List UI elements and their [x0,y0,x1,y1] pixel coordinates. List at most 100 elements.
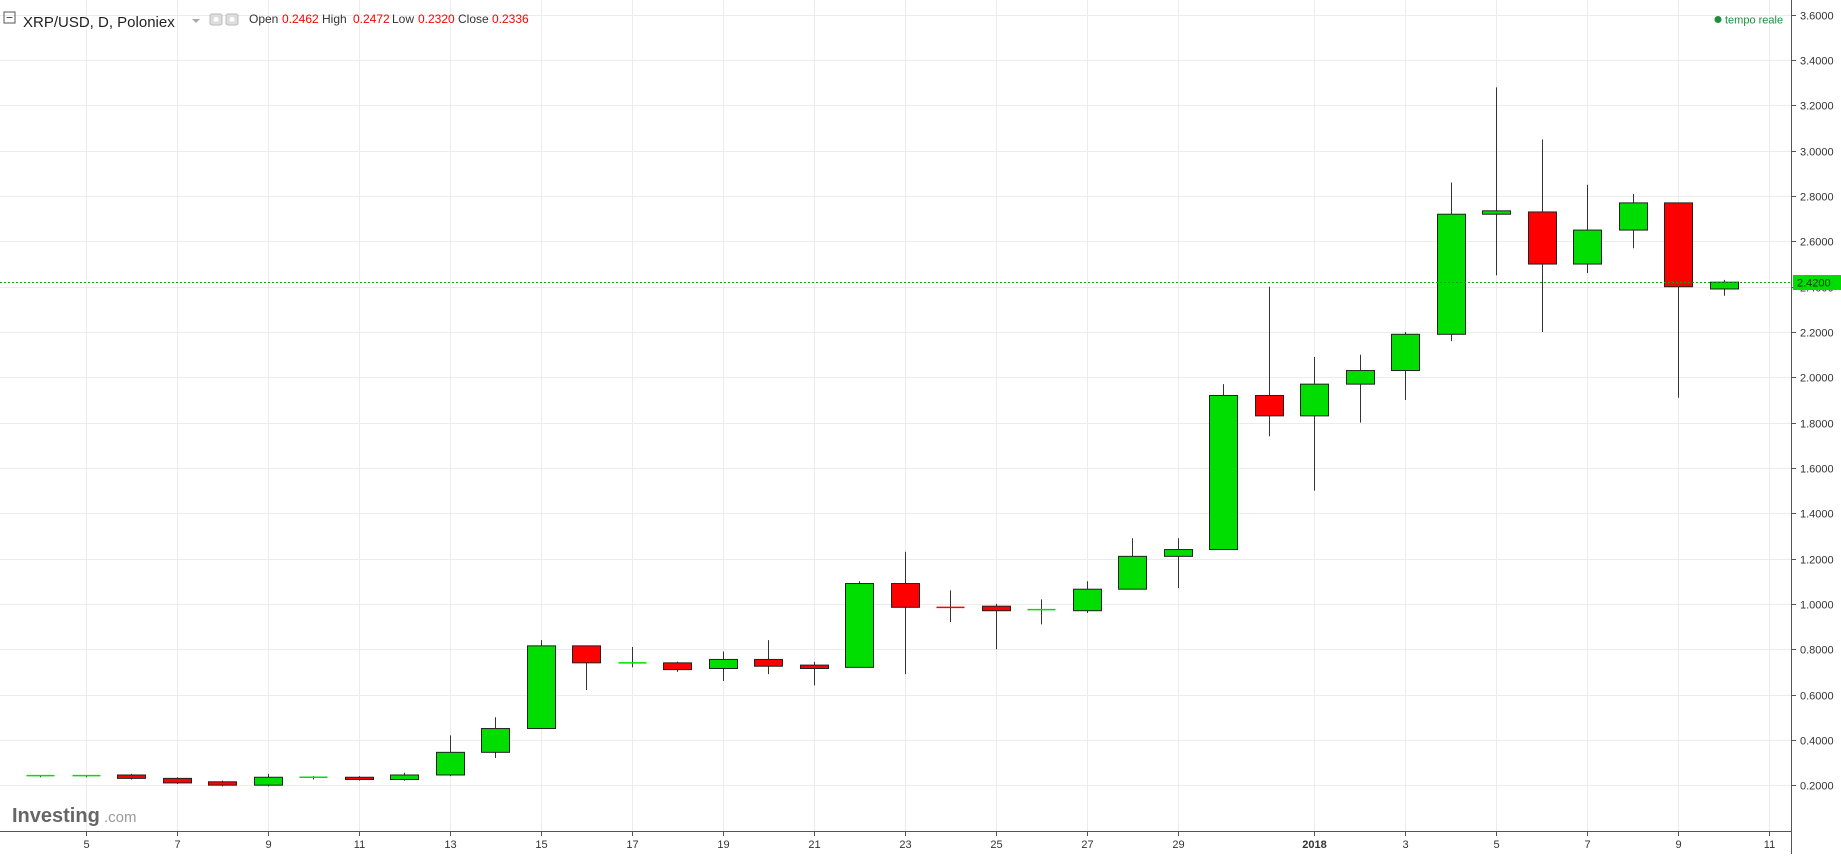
candle[interactable] [1255,286,1284,437]
candle-body [1710,281,1739,290]
close-value: 0.2336 [492,12,529,26]
collapse-icon[interactable] [3,11,16,24]
candle-body [1209,394,1238,551]
candle[interactable] [1391,332,1420,401]
candle[interactable] [299,776,328,780]
candle[interactable] [254,773,283,787]
candle-body [117,774,146,779]
candle[interactable] [1664,202,1693,398]
candle-body [481,728,510,753]
candle[interactable] [1437,182,1466,342]
x-tick-label: 17 [626,839,638,851]
candle-body [345,776,374,781]
x-tick-label: 11 [354,839,365,851]
candle-body [709,658,738,669]
candle[interactable] [936,590,965,623]
candle-body [663,662,692,671]
low-value: 0.2320 [418,12,455,26]
price-marker: 2.4200 [1793,275,1841,290]
candle[interactable] [390,772,419,781]
candle[interactable] [1118,538,1147,590]
candle[interactable] [163,777,192,785]
candle[interactable] [1300,356,1329,491]
candle-body [1073,588,1102,612]
candle[interactable] [1482,87,1511,276]
x-tick-label: 7 [174,839,180,851]
candle[interactable] [618,646,647,668]
candle-body [1619,202,1648,231]
candle[interactable] [345,776,374,781]
candle[interactable] [1528,139,1557,333]
candle[interactable] [208,780,237,787]
x-tick-label: 15 [535,839,547,851]
candle[interactable] [1619,193,1648,249]
candle[interactable] [1209,384,1238,551]
candle-body [1573,229,1602,265]
high-value: 0.2472 [353,12,390,26]
candle-body [1118,555,1147,590]
high-label: High [322,12,347,26]
y-tick-label: 3.0000 [1800,147,1834,159]
candle-body [208,781,237,786]
y-tick-label: 2.0000 [1800,373,1834,385]
settings-icon-dot [213,17,219,22]
candle[interactable] [1346,354,1375,423]
realtime-indicator: tempo reale [1714,15,1783,27]
y-tick-label: 2.2000 [1800,328,1834,340]
y-tick-label: 0.4000 [1800,736,1834,748]
x-tick-label: 5 [1493,839,1499,851]
candle[interactable] [72,774,101,778]
price-marker-label: 2.4200 [1797,278,1831,290]
y-tick-label: 0.6000 [1800,691,1834,703]
candle[interactable] [1073,581,1102,613]
x-axis-ticks: 5 7 9 11 13 15 17 19 21 23 25 27 29 2018 3 5 7 9 11 [83,831,1775,851]
y-tick-label: 1.4000 [1800,509,1834,521]
logo-suffix: .com [104,809,137,826]
candle[interactable] [845,581,874,668]
candle[interactable] [1164,538,1193,589]
y-tick-label: 1.6000 [1800,464,1834,476]
x-tick-label: 3 [1402,839,1408,851]
x-tick-label: 11 [1764,839,1775,851]
x-tick-label: 9 [1675,839,1681,851]
axis-frame [0,0,1792,854]
candle[interactable] [891,551,920,675]
candle-body [754,658,783,667]
realtime-label: tempo reale [1725,15,1783,27]
candle-body [1528,211,1557,265]
candle[interactable] [754,640,783,675]
x-tick-label: 7 [1584,839,1590,851]
investing-logo: Investing .com [12,805,137,827]
candle[interactable] [117,773,146,780]
candle[interactable] [572,645,601,691]
candle-body [572,645,601,664]
grid [0,0,1791,831]
candles[interactable] [26,87,1739,787]
chevron-down-icon[interactable] [192,19,200,23]
logo-main: Investing [12,805,100,827]
candle[interactable] [1573,184,1602,274]
x-tick-label: 5 [83,839,89,851]
x-tick-label: 19 [717,839,729,851]
indicator-icon-dot [229,17,235,22]
candle-body [982,605,1011,612]
candle[interactable] [1027,599,1056,625]
candle[interactable] [982,603,1011,650]
candle[interactable] [527,640,556,730]
candle[interactable] [481,717,510,758]
candle[interactable] [709,651,738,681]
chart-header: XRP/USD, D, Poloniex Open 0.2462 High 0.… [3,11,529,31]
candle[interactable] [800,661,829,686]
candle-body [1482,210,1511,215]
y-tick-label: 3.2000 [1800,101,1834,113]
y-tick-label: 3.6000 [1800,11,1834,23]
y-tick-label: 1.2000 [1800,555,1834,567]
candle[interactable] [663,661,692,672]
open-label: Open [249,12,278,26]
x-tick-label: 21 [808,839,820,851]
candle[interactable] [436,735,465,777]
candle[interactable] [26,774,55,778]
